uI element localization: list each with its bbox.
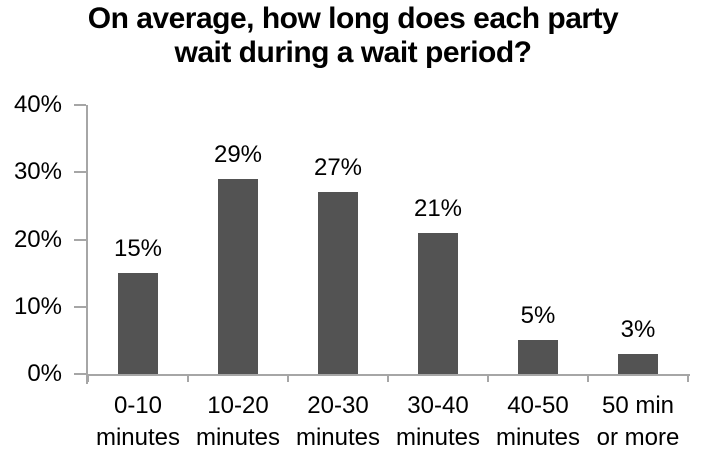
x-category-label: 30-40 minutes bbox=[395, 392, 481, 451]
y-tick-label: 0% bbox=[27, 360, 62, 387]
y-tick bbox=[74, 104, 86, 106]
x-category-label: 0-10 minutes bbox=[95, 392, 181, 451]
bar-group: 15% bbox=[88, 105, 188, 374]
x-category-label: 50 min or more bbox=[596, 392, 680, 451]
chart-title: On average, how long does each party wai… bbox=[87, 2, 619, 69]
x-tick bbox=[187, 374, 189, 382]
bar-group: 5% bbox=[488, 105, 588, 374]
bar-value-label: 5% bbox=[520, 302, 556, 329]
bar bbox=[518, 340, 558, 374]
x-tick bbox=[387, 374, 389, 382]
x-tick bbox=[687, 374, 689, 382]
bar bbox=[118, 273, 158, 374]
bar-group: 3% bbox=[588, 105, 688, 374]
bar bbox=[418, 233, 458, 374]
x-category-label: 20-30 minutes bbox=[295, 392, 381, 451]
y-tick-label: 40% bbox=[13, 91, 62, 118]
bar-value-label: 3% bbox=[620, 316, 656, 343]
x-tick bbox=[587, 374, 589, 382]
bar-value-label: 29% bbox=[213, 141, 263, 168]
plot-area: 0% 10% 20% 30% 40% 15% 29% 27% 21% 5% 3% 0-10 min… bbox=[14, 91, 690, 451]
bar bbox=[218, 179, 258, 374]
bar-group: 21% bbox=[388, 105, 488, 374]
y-tick bbox=[74, 305, 86, 308]
bar bbox=[318, 192, 358, 374]
x-category-label: 40-50 minutes bbox=[495, 392, 581, 451]
bar-group: 27% bbox=[288, 105, 388, 374]
y-tick-label: 30% bbox=[13, 158, 62, 186]
x-tick bbox=[287, 374, 289, 382]
y-tick bbox=[74, 373, 86, 375]
x-category-label: 10-20 minutes bbox=[195, 392, 281, 451]
bar-value-label: 15% bbox=[113, 235, 163, 262]
bar-group: 29% bbox=[188, 105, 288, 374]
y-axis-line bbox=[86, 105, 88, 384]
bar-value-label: 27% bbox=[313, 154, 363, 181]
bar bbox=[618, 354, 658, 374]
y-tick bbox=[74, 238, 86, 241]
x-tick bbox=[87, 374, 89, 382]
y-tick-label: 10% bbox=[13, 292, 62, 320]
bar-value-label: 21% bbox=[413, 195, 463, 222]
x-tick bbox=[487, 374, 489, 382]
y-tick-label: 20% bbox=[13, 225, 62, 253]
y-tick bbox=[74, 171, 86, 174]
